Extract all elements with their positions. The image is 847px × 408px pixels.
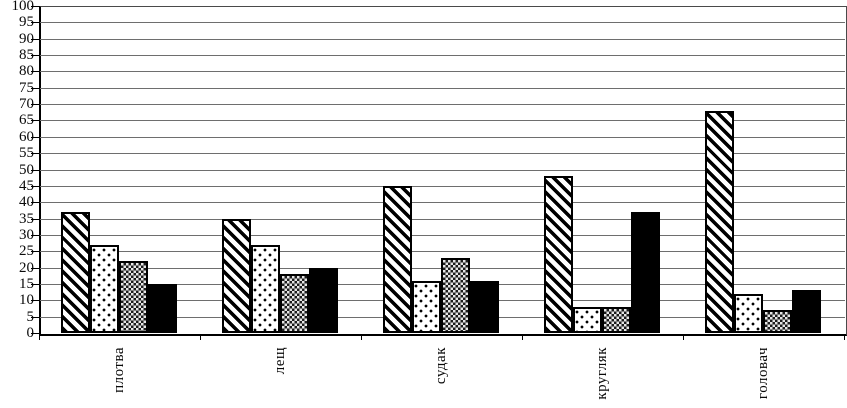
gridline-75 bbox=[39, 87, 845, 89]
x-tick-mark-4 bbox=[683, 334, 684, 340]
y-tick-label-90: 90 bbox=[19, 30, 34, 47]
y-tick-mark-70 bbox=[31, 104, 40, 106]
y-tick-label-0: 0 bbox=[26, 325, 35, 341]
y-tick-label-55: 55 bbox=[19, 145, 34, 162]
y-tick-label-15: 15 bbox=[19, 275, 34, 292]
y-tick-mark-60 bbox=[31, 136, 40, 138]
gridline-35 bbox=[39, 218, 845, 220]
y-tick-mark-40 bbox=[31, 202, 40, 204]
y-tick-mark-85 bbox=[31, 55, 40, 57]
bar-кругляк-series-1-diagonal-hatch bbox=[544, 176, 573, 333]
bar-судак-series-1-diagonal-hatch bbox=[383, 186, 412, 333]
y-tick-label-85: 85 bbox=[19, 47, 34, 64]
y-tick-mark-0 bbox=[31, 333, 40, 334]
gridline-90 bbox=[39, 38, 845, 40]
category-label-судак: судак bbox=[432, 347, 449, 385]
y-tick-label-70: 70 bbox=[19, 96, 34, 113]
bar-кругляк-series-4-solid-black bbox=[631, 212, 660, 333]
y-tick-label-10: 10 bbox=[19, 292, 34, 309]
gridline-50 bbox=[39, 169, 845, 171]
gridline-80 bbox=[39, 71, 845, 73]
bar-плотва-series-4-solid-black bbox=[148, 284, 177, 333]
y-tick-mark-20 bbox=[31, 267, 40, 269]
y-tick-label-35: 35 bbox=[19, 210, 34, 227]
y-tick-label-50: 50 bbox=[19, 161, 34, 178]
bar-лещ-series-1-diagonal-hatch bbox=[222, 219, 251, 333]
y-tick-mark-90 bbox=[31, 38, 40, 40]
y-tick-label-80: 80 bbox=[19, 63, 34, 80]
y-tick-label-65: 65 bbox=[19, 112, 34, 129]
y-tick-label-45: 45 bbox=[19, 177, 34, 194]
gridline-85 bbox=[39, 55, 845, 57]
category-label-плотва: плотва bbox=[110, 347, 127, 393]
y-tick-mark-5 bbox=[31, 316, 40, 318]
y-tick-label-100: 100 bbox=[11, 0, 35, 14]
gridline-40 bbox=[39, 202, 845, 204]
y-tick-mark-30 bbox=[31, 234, 40, 236]
y-tick-mark-50 bbox=[31, 169, 40, 171]
bar-кругляк-series-2-dotted bbox=[573, 307, 602, 333]
gridline-65 bbox=[39, 120, 845, 122]
y-tick-mark-95 bbox=[31, 22, 40, 24]
x-tick-mark-2 bbox=[361, 334, 362, 340]
category-label-кругляк: кругляк bbox=[593, 347, 610, 400]
y-tick-label-25: 25 bbox=[19, 243, 34, 260]
x-tick-mark-5 bbox=[844, 334, 845, 340]
y-tick-label-30: 30 bbox=[19, 226, 34, 243]
bar-плотва-series-2-dotted bbox=[90, 245, 119, 333]
bar-головач-series-4-solid-black bbox=[792, 290, 821, 333]
gridline-70 bbox=[39, 104, 845, 106]
y-tick-label-75: 75 bbox=[19, 79, 34, 96]
y-tick-label-60: 60 bbox=[19, 128, 34, 145]
gridline-60 bbox=[39, 136, 845, 138]
gridline-55 bbox=[39, 153, 845, 155]
y-tick-mark-25 bbox=[31, 251, 40, 253]
bar-кругляк-series-3-checkered bbox=[602, 307, 631, 333]
category-label-головач: головач bbox=[754, 347, 771, 400]
bar-плотва-series-1-diagonal-hatch bbox=[61, 212, 90, 333]
x-tick-mark-0 bbox=[39, 334, 40, 340]
y-tick-mark-45 bbox=[31, 185, 40, 187]
y-tick-mark-80 bbox=[31, 71, 40, 73]
y-tick-mark-100 bbox=[31, 6, 40, 7]
gridline-45 bbox=[39, 185, 845, 187]
category-label-лещ: лещ bbox=[271, 347, 288, 375]
x-tick-mark-1 bbox=[200, 334, 201, 340]
x-tick-mark-3 bbox=[522, 334, 523, 340]
y-tick-label-20: 20 bbox=[19, 259, 34, 276]
y-tick-mark-65 bbox=[31, 120, 40, 122]
bar-судак-series-4-solid-black bbox=[470, 281, 499, 333]
y-tick-label-40: 40 bbox=[19, 194, 34, 211]
y-tick-label-5: 5 bbox=[26, 308, 35, 325]
y-tick-mark-15 bbox=[31, 283, 40, 285]
gridline-25 bbox=[39, 251, 845, 253]
y-tick-label-95: 95 bbox=[19, 14, 34, 31]
y-tick-mark-35 bbox=[31, 218, 40, 220]
y-tick-mark-10 bbox=[31, 300, 40, 302]
y-tick-mark-55 bbox=[31, 153, 40, 155]
bar-лещ-series-2-dotted bbox=[251, 245, 280, 333]
gridline-30 bbox=[39, 234, 845, 236]
bar-лещ-series-3-checkered bbox=[280, 274, 309, 333]
bar-головач-series-2-dotted bbox=[734, 294, 763, 333]
bar-плотва-series-3-checkered bbox=[119, 261, 148, 333]
bar-судак-series-2-dotted bbox=[412, 281, 441, 333]
y-tick-mark-75 bbox=[31, 87, 40, 89]
bar-головач-series-3-checkered bbox=[763, 310, 792, 333]
gridline-95 bbox=[39, 22, 845, 24]
bar-головач-series-1-diagonal-hatch bbox=[705, 111, 734, 333]
bar-судак-series-3-checkered bbox=[441, 258, 470, 333]
bar-лещ-series-4-solid-black bbox=[309, 268, 338, 333]
